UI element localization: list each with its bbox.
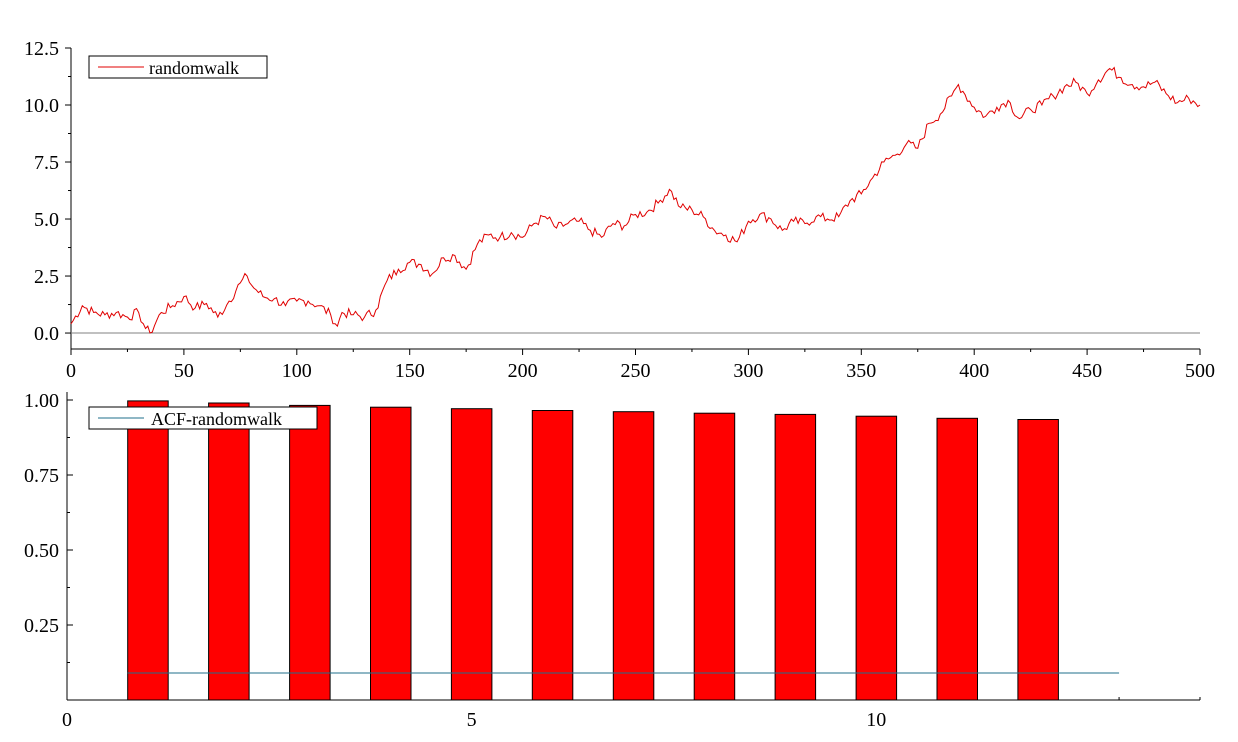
acf-bar (208, 402, 250, 701)
x-tick-label: 350 (846, 360, 876, 382)
y-tick-label: 1.00 (24, 390, 59, 412)
legend: ACF-randomwalk (88, 406, 318, 430)
x-tick-label: 10 (866, 709, 886, 731)
x-tick-label: 5 (467, 709, 477, 731)
acf-bar (774, 413, 817, 701)
y-tick-label: 7.5 (34, 152, 59, 174)
x-tick-label: 300 (733, 360, 763, 382)
legend-box (88, 406, 318, 430)
acf-bar-chart: 0.25 0.50 0.75 1.00 0 5 10 ACF-randomwalk (24, 390, 1201, 731)
acf-bar (127, 400, 169, 701)
x-tick-label: 100 (282, 360, 312, 382)
x-tick-label: 150 (395, 360, 425, 382)
acf-bar (855, 415, 898, 701)
x-tick-label: 400 (959, 360, 989, 382)
y-tick-label: 0.75 (24, 465, 59, 487)
x-tick-label: 0 (62, 709, 72, 731)
acf-bar (450, 408, 493, 701)
acf-bar (693, 412, 736, 701)
y-tick-label: 12.5 (24, 38, 59, 60)
x-tick-label: 450 (1072, 360, 1102, 382)
x-tick-label: 200 (508, 360, 538, 382)
y-tick-label: 5.0 (34, 209, 59, 231)
x-tick-label: 500 (1185, 360, 1215, 382)
x-tick-label: 250 (621, 360, 651, 382)
acf-bar (531, 410, 574, 701)
random-walk-chart: 0.0 2.5 5.0 7.5 10.0 12.5 0 50 100 150 200 250 300 35… (24, 38, 1215, 382)
y-tick-label: 2.5 (34, 266, 59, 288)
x-tick-label: 50 (174, 360, 194, 382)
legend: randomwalk (88, 55, 268, 79)
series-line-randomwalk (70, 66, 1201, 334)
y-tick-label: 10.0 (24, 95, 59, 117)
x-tick-label: 0 (66, 360, 76, 382)
y-tick-label: 0.25 (24, 615, 59, 637)
y-tick-label: 0.0 (34, 323, 59, 345)
acf-bar (612, 411, 655, 701)
y-tick-label: 0.50 (24, 540, 59, 562)
acf-bar (289, 404, 331, 701)
acf-bar (1017, 419, 1059, 701)
acf-bar (370, 406, 412, 701)
legend-box (88, 55, 268, 79)
legend-label: ACF-randomwalk (151, 409, 282, 429)
legend-label: randomwalk (149, 58, 239, 78)
acf-bar (936, 417, 978, 701)
